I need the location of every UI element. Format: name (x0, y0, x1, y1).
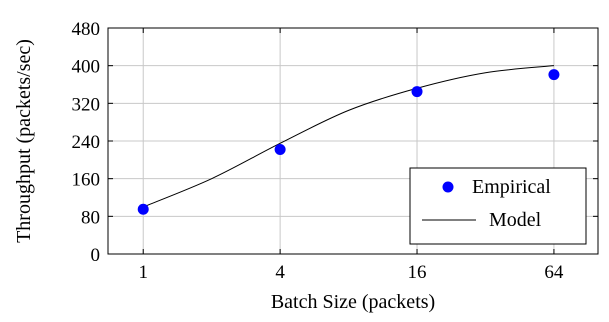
y-tick-label: 240 (72, 132, 101, 153)
model-line (143, 65, 554, 208)
model-series (143, 65, 554, 208)
legend-model-label: Model (489, 209, 542, 231)
legend-empirical-label: Empirical (472, 176, 551, 198)
empirical-point (548, 69, 560, 81)
y-axis-label: Throughput (packets/sec) (13, 39, 35, 243)
x-tick-label: 1 (138, 262, 148, 283)
y-tick-label: 480 (72, 19, 101, 40)
y-tick-label: 160 (72, 170, 101, 191)
x-tick-label: 4 (275, 262, 285, 283)
axis-ticks: 1 4 16 64 0 80 160 240 320 400 480 (72, 19, 598, 283)
y-tick-label: 0 (91, 245, 101, 266)
y-tick-label: 320 (72, 94, 101, 115)
y-tick-label: 80 (81, 207, 100, 228)
empirical-point (411, 86, 423, 98)
legend-empirical-marker (442, 181, 454, 193)
legend: Empirical Model (409, 167, 587, 245)
x-tick-label: 64 (544, 262, 564, 283)
empirical-point (274, 143, 286, 155)
empirical-series (137, 69, 560, 215)
y-tick-label: 400 (72, 57, 101, 78)
legend-box (409, 167, 587, 245)
x-axis-label: Batch Size (packets) (271, 291, 435, 313)
x-tick-label: 16 (408, 262, 427, 283)
empirical-point (137, 203, 149, 215)
